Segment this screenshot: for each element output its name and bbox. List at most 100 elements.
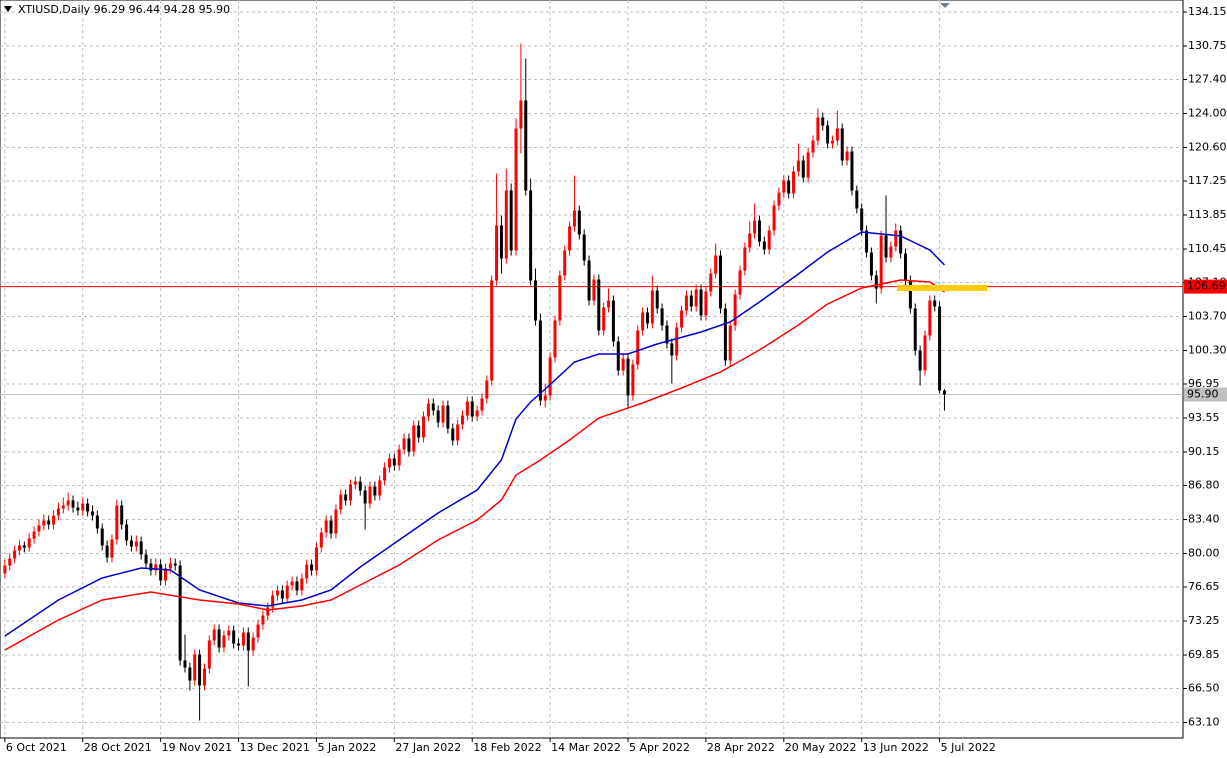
y-tick-label: 130.75	[1188, 39, 1227, 52]
candle-body	[90, 511, 94, 516]
candle-body	[349, 484, 353, 501]
candle-body	[202, 668, 206, 686]
chart-title: XTIUSD,Daily 96.29 96.44 94.28 95.90	[18, 3, 230, 16]
candle-body	[626, 358, 630, 396]
y-tick-label: 124.00	[1188, 107, 1227, 120]
candle-body	[451, 428, 455, 441]
y-tick-label: 93.55	[1188, 411, 1220, 424]
candle-body	[582, 234, 586, 261]
axes: 134.15 130.75 127.40 124.00 120.60 117.25 113.…	[4, 5, 1227, 754]
candle-body	[796, 160, 800, 172]
candle-body	[874, 275, 878, 289]
candle-body	[480, 398, 484, 411]
candle-body	[42, 520, 46, 526]
shift-marker	[940, 3, 950, 8]
candle-body	[514, 128, 518, 251]
y-tick-label: 117.25	[1188, 174, 1227, 187]
candle-body	[680, 310, 684, 328]
y-tick-label: 76.65	[1188, 580, 1220, 593]
candle-body	[904, 253, 908, 281]
y-tick-label: 80.00	[1188, 547, 1220, 560]
candle-body	[71, 500, 75, 508]
y-tick-label: 100.30	[1188, 344, 1227, 357]
candle-body	[436, 410, 440, 423]
candle-body	[66, 500, 70, 506]
x-tick-label: 6 Oct 2021	[6, 741, 67, 754]
candle-body	[198, 654, 202, 686]
candle-body	[8, 558, 12, 566]
candle-body	[597, 279, 601, 331]
candle-body	[222, 635, 226, 648]
candle-body	[723, 308, 727, 361]
x-tick-label: 18 Feb 2022	[473, 741, 541, 754]
x-tick-label: 5 Jan 2022	[317, 741, 376, 754]
candle-body	[694, 289, 698, 307]
candle-body	[120, 505, 124, 525]
candle-body	[383, 467, 387, 481]
candle-body	[290, 581, 294, 586]
candle-body	[728, 325, 732, 361]
x-tick-label: 28 Apr 2022	[707, 741, 775, 754]
candle-body	[538, 320, 542, 401]
x-tick-label: 28 Oct 2021	[84, 741, 152, 754]
price-label: 106.69	[1187, 280, 1226, 293]
candle-body	[475, 410, 479, 417]
candle-body	[22, 545, 26, 548]
candle-body	[645, 312, 649, 324]
y-tick-label: 110.45	[1188, 242, 1227, 255]
candle-body	[139, 541, 143, 555]
candle-body	[144, 554, 148, 564]
candle-body	[334, 509, 338, 534]
candle-body	[899, 230, 903, 254]
y-tick-label: 90.15	[1188, 445, 1220, 458]
candle-body	[845, 151, 849, 161]
candle-body	[908, 280, 912, 309]
candle-body	[869, 252, 873, 276]
y-tick-label: 96.95	[1188, 377, 1220, 390]
candle-body	[689, 295, 693, 307]
candle-body	[826, 125, 830, 144]
candle-body	[86, 503, 90, 512]
candle-body	[378, 480, 382, 496]
candle-body	[285, 585, 289, 599]
candle-body	[300, 578, 304, 591]
candle-body	[524, 100, 528, 191]
candle-body	[344, 494, 348, 501]
y-tick-label: 69.85	[1188, 648, 1220, 661]
candle-body	[714, 255, 718, 274]
candle-body	[670, 343, 674, 356]
candle-body	[490, 280, 494, 381]
candle-body	[446, 405, 450, 429]
y-tick-label: 134.15	[1188, 5, 1227, 18]
candle-body	[933, 300, 937, 307]
candle-body	[441, 405, 445, 423]
candle-body	[159, 564, 163, 581]
candle-body	[568, 226, 572, 251]
moving-average	[4, 279, 945, 651]
candle-body	[534, 280, 538, 321]
x-tick-label: 5 Jul 2022	[941, 741, 996, 754]
candle-body	[923, 335, 927, 371]
candle-body	[743, 247, 747, 271]
candle-body	[835, 128, 839, 141]
candle-body	[266, 607, 270, 616]
candle-body	[129, 540, 133, 547]
candle-body	[607, 300, 611, 308]
candle-body	[105, 545, 109, 558]
candle-body	[52, 515, 56, 525]
candle-body	[748, 233, 752, 248]
candle-body	[56, 508, 60, 516]
candle-body	[76, 507, 80, 511]
candle-body	[928, 300, 932, 336]
y-tick-label: 120.60	[1188, 141, 1227, 154]
candle-body	[942, 390, 946, 395]
candle-body	[660, 308, 664, 326]
candle-body	[529, 190, 533, 281]
candle-body	[733, 294, 737, 326]
candle-body	[602, 307, 606, 331]
candle-body	[787, 180, 791, 194]
candle-body	[402, 438, 406, 450]
candle-body	[37, 525, 41, 532]
candle-body	[762, 241, 766, 250]
x-tick-label: 13 Dec 2021	[240, 741, 310, 754]
